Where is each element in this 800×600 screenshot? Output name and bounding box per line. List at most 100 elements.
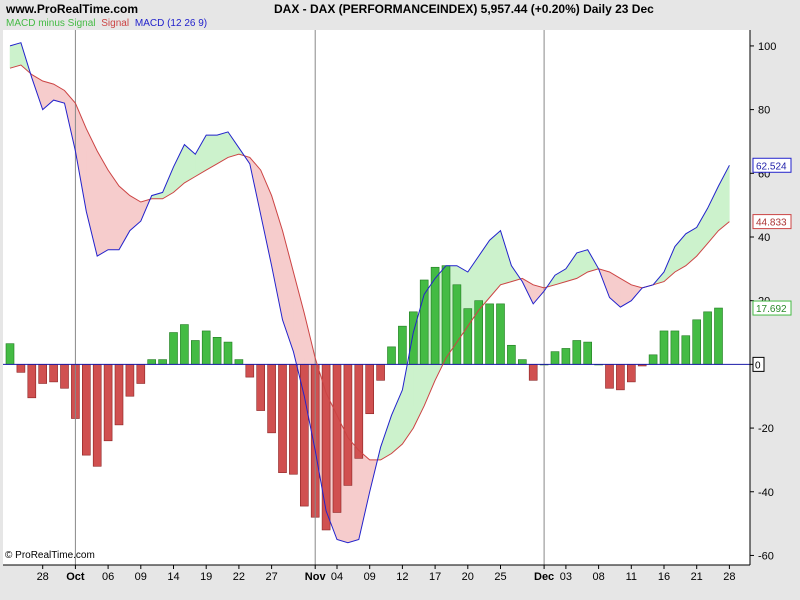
x-tick-label: 17: [429, 571, 441, 583]
histogram-bar: [234, 359, 244, 365]
histogram-bar: [147, 359, 156, 365]
x-tick-label: 08: [592, 571, 604, 583]
legend: MACD minus Signal Signal MACD (12 26 9): [6, 18, 210, 29]
histogram-bar: [376, 364, 385, 381]
histogram-bar: [5, 343, 15, 365]
histogram-bar: [648, 354, 658, 365]
last-value-box-hist: [752, 300, 792, 316]
y-tick-label: 80: [758, 105, 770, 117]
histogram-bar: [670, 330, 680, 365]
histogram-bar: [321, 364, 331, 531]
histogram-bar: [496, 303, 505, 365]
histogram-bar: [572, 340, 582, 365]
histogram-bar: [136, 364, 146, 384]
x-tick-label: 09: [135, 571, 147, 583]
histogram-bar: [517, 359, 527, 365]
histogram-bar: [103, 364, 113, 442]
copyright-text: © ProRealTime.com: [5, 550, 95, 561]
last-value-hist: 17.692: [756, 304, 787, 315]
histogram-bar: [289, 364, 298, 475]
signal-line: [9, 64, 730, 461]
histogram-bar: [245, 364, 255, 378]
histogram-bar: [485, 303, 494, 365]
histogram-bar: [714, 307, 723, 365]
histogram-bar: [256, 364, 266, 411]
histogram-bar: [452, 284, 462, 365]
histogram-bar: [626, 364, 636, 383]
histogram-bar: [463, 308, 473, 365]
histogram-bar: [681, 335, 691, 365]
x-tick-label: Nov: [305, 571, 327, 583]
histogram-bar: [332, 364, 342, 513]
last-value-box-signal: [752, 214, 792, 230]
histogram-bar: [82, 364, 91, 456]
histogram-bar: [528, 364, 538, 381]
legend-item-signal: Signal: [101, 18, 130, 29]
histogram-bar: [605, 364, 614, 389]
histogram-bar: [114, 364, 124, 426]
histogram-bar: [561, 348, 571, 365]
histogram-bar: [212, 337, 222, 365]
histogram-bar: [583, 341, 593, 365]
plot-area: [3, 30, 750, 565]
last-value-signal: 44.833: [756, 218, 787, 229]
histogram-bar: [201, 330, 211, 365]
x-tick-label: 22: [233, 571, 245, 583]
histogram-bar: [223, 341, 233, 365]
histogram-bar: [38, 364, 48, 384]
zero-value-label: 0: [755, 360, 761, 371]
y-axis: -60-40-20020406080100: [750, 41, 776, 562]
x-tick-label: Oct: [66, 571, 85, 583]
chart-title: DAX - DAX (PERFORMANCEINDEX) 5,957.44 (+…: [274, 2, 654, 16]
histogram-bar: [398, 325, 407, 365]
y-tick-label: -40: [758, 487, 774, 499]
last-value-box-macd: [752, 157, 792, 173]
histogram-bar: [125, 364, 135, 397]
x-axis: 28 Oct 06 09 14 19 22 27 Nov 04 09 12 17 20 25 Dec 03 08 1…: [37, 565, 736, 583]
zero-value-box: [752, 356, 765, 372]
histogram-bar: [16, 364, 26, 373]
legend-item-macd: MACD (12 26 9): [134, 18, 208, 29]
histogram-bar: [408, 311, 418, 365]
histogram-bar: [60, 364, 69, 389]
histogram-bar: [49, 364, 58, 383]
histogram-bar: [387, 346, 396, 365]
last-value-labels: 62.524 44.833 17.692 0: [752, 157, 792, 372]
month-separators: [74, 30, 545, 565]
histogram-bar: [158, 359, 167, 365]
x-tick-label: 06: [102, 571, 114, 583]
histogram-bar: [180, 324, 189, 365]
histogram-bar: [616, 364, 625, 391]
histogram-bar: [659, 330, 669, 365]
histogram-bar: [703, 311, 712, 365]
x-tick-label: 28: [37, 571, 49, 583]
y-tick-label: -60: [758, 550, 774, 562]
x-tick-label: 19: [200, 571, 212, 583]
histogram-bar: [278, 364, 287, 473]
macd-line: [9, 42, 730, 544]
x-tick-label: 27: [265, 571, 277, 583]
x-tick-label: 20: [462, 571, 474, 583]
x-tick-label: 25: [494, 571, 506, 583]
x-tick-label: 16: [658, 571, 670, 583]
x-tick-label: 14: [167, 571, 179, 583]
site-name[interactable]: www.ProRealTime.com: [6, 2, 139, 16]
x-tick-label: 21: [691, 571, 703, 583]
x-tick-label: 28: [723, 571, 735, 583]
histogram-bar: [92, 364, 102, 467]
histogram-bar: [267, 364, 276, 434]
histogram-bar: [507, 344, 516, 365]
x-tick-label: Dec: [534, 571, 554, 583]
histogram-bar: [441, 265, 451, 365]
x-tick-label: 09: [364, 571, 376, 583]
histogram-bar: [550, 351, 560, 365]
histogram-bar: [692, 319, 702, 365]
x-tick-label: 12: [396, 571, 408, 583]
histogram-bar: [419, 279, 429, 365]
histogram-bar: [354, 364, 364, 459]
y-tick-label: -20: [758, 423, 774, 435]
histogram-bar: [343, 364, 353, 486]
chart-header: www.ProRealTime.com DAX - DAX (PERFORMAN…: [0, 0, 800, 18]
fill-segment: [9, 42, 22, 69]
